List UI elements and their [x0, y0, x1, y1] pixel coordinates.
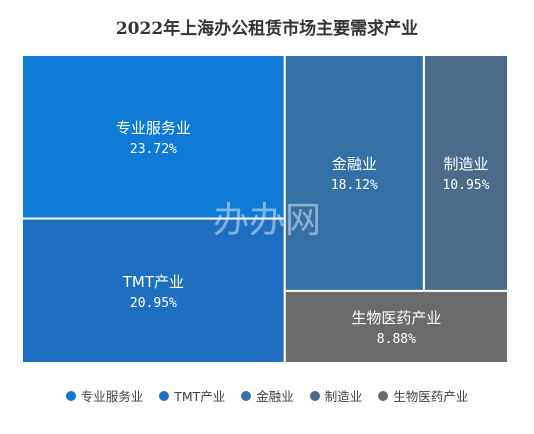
- tile-value-tmt: 20.95%: [130, 296, 177, 311]
- legend-label: 专业服务业: [80, 389, 144, 404]
- tile-label-professional-services: 专业服务业: [116, 119, 191, 137]
- tile-value-biomedicine: 8.88%: [377, 332, 416, 347]
- legend-item-biomedicine: 生物医药产业: [378, 386, 468, 405]
- tile-value-finance: 18.12%: [331, 178, 378, 193]
- legend-item-finance: 金融业: [241, 386, 294, 405]
- legend-swatch: [159, 390, 170, 401]
- legend-label: 制造业: [324, 389, 363, 404]
- treemap-tile-biomedicine: [283, 289, 509, 364]
- treemap-tile-tmt: [21, 217, 286, 364]
- tile-value-professional-services: 23.72%: [130, 142, 177, 157]
- chart-title: 2022年上海办公租赁市场主要需求产业: [115, 19, 419, 39]
- tile-label-manufacturing: 制造业: [443, 155, 488, 173]
- legend-item-professional-services: 专业服务业: [65, 386, 144, 405]
- legend-label: TMT产业: [174, 389, 226, 404]
- tile-value-manufacturing: 10.95%: [442, 178, 489, 193]
- tile-label-tmt: TMT产业: [122, 273, 184, 291]
- tile-label-finance: 金融业: [332, 155, 377, 173]
- legend-swatch: [241, 390, 252, 401]
- legend-label: 金融业: [256, 389, 294, 404]
- legend-label: 生物医药产业: [393, 389, 469, 404]
- legend-swatch: [309, 390, 320, 401]
- legend-item-manufacturing: 制造业: [309, 386, 363, 405]
- legend-item-tmt: TMT产业: [159, 386, 225, 405]
- legend-swatch: [65, 390, 76, 401]
- tile-label-biomedicine: 生物医药产业: [351, 309, 441, 327]
- chart-legend: 专业服务业 TMT产业 金融业 制造业 生物医药产业: [0, 386, 534, 405]
- watermark: 办办网: [213, 200, 321, 241]
- legend-swatch: [378, 390, 389, 401]
- treemap-tile-manufacturing: [422, 54, 510, 292]
